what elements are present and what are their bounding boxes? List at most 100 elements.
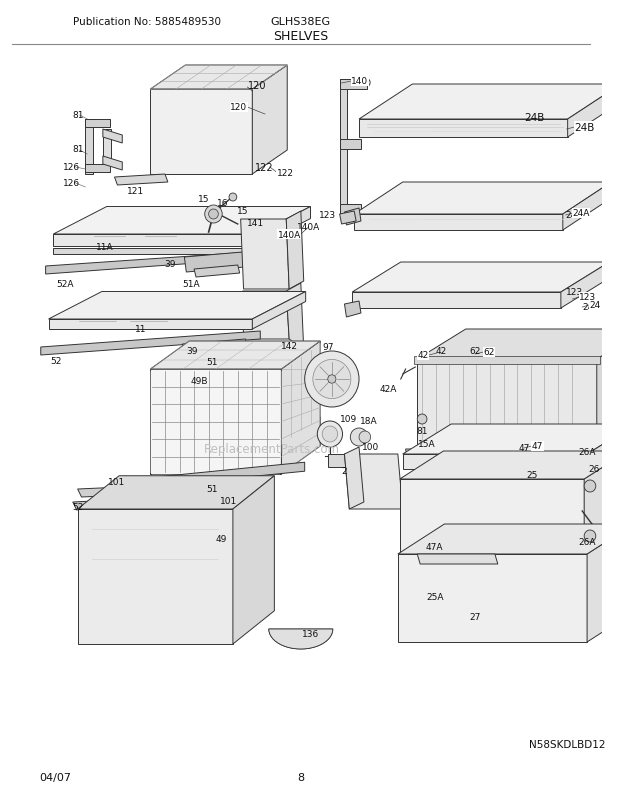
Text: 52: 52 — [50, 357, 62, 366]
Text: SHELVES: SHELVES — [273, 30, 329, 43]
Text: 62: 62 — [483, 348, 495, 357]
Text: 81: 81 — [73, 111, 84, 119]
Polygon shape — [403, 455, 587, 469]
Polygon shape — [587, 525, 620, 642]
Text: 101: 101 — [108, 478, 125, 487]
Polygon shape — [78, 476, 275, 509]
Text: 123: 123 — [579, 294, 596, 302]
Circle shape — [317, 422, 342, 448]
Polygon shape — [352, 293, 561, 309]
Text: 140: 140 — [352, 78, 368, 87]
Text: 120: 120 — [248, 81, 267, 91]
Text: 25A: 25A — [426, 593, 443, 602]
Polygon shape — [103, 130, 110, 164]
Polygon shape — [41, 331, 260, 355]
Polygon shape — [73, 496, 198, 510]
Text: 126: 126 — [63, 178, 80, 187]
Polygon shape — [345, 302, 361, 318]
Polygon shape — [252, 66, 287, 175]
Text: 26A: 26A — [578, 448, 596, 457]
Text: 24B: 24B — [524, 113, 544, 123]
Text: 101: 101 — [220, 497, 237, 506]
Text: GLHS38EG: GLHS38EG — [271, 17, 331, 27]
Text: 42: 42 — [418, 351, 429, 360]
Text: 11: 11 — [135, 325, 146, 334]
Polygon shape — [53, 207, 311, 235]
Text: ReplacementParts.com: ReplacementParts.com — [204, 443, 340, 456]
Polygon shape — [345, 455, 403, 509]
Text: 15A: 15A — [418, 440, 436, 449]
Text: 122: 122 — [277, 168, 293, 177]
Polygon shape — [286, 284, 304, 350]
Circle shape — [304, 351, 359, 407]
Polygon shape — [400, 480, 584, 559]
Polygon shape — [597, 330, 620, 460]
Polygon shape — [345, 448, 364, 509]
Polygon shape — [48, 320, 252, 330]
Polygon shape — [233, 476, 275, 644]
Polygon shape — [269, 630, 333, 649]
Polygon shape — [151, 370, 281, 475]
Polygon shape — [241, 220, 289, 290]
Polygon shape — [414, 455, 600, 463]
Circle shape — [208, 210, 218, 220]
Text: 8: 8 — [297, 772, 304, 782]
Polygon shape — [587, 424, 620, 469]
Text: 15: 15 — [237, 207, 249, 217]
Polygon shape — [340, 205, 361, 215]
Text: 123: 123 — [319, 211, 337, 221]
Polygon shape — [398, 525, 620, 554]
Polygon shape — [340, 80, 347, 215]
Text: 81: 81 — [73, 145, 84, 154]
Polygon shape — [53, 249, 268, 255]
Polygon shape — [417, 554, 498, 565]
Text: 126: 126 — [63, 164, 80, 172]
Polygon shape — [345, 209, 361, 225]
Polygon shape — [184, 253, 244, 273]
Polygon shape — [561, 263, 609, 309]
Text: 140: 140 — [355, 79, 372, 88]
Polygon shape — [417, 359, 597, 460]
Polygon shape — [398, 554, 587, 642]
Text: 142: 142 — [281, 342, 298, 351]
Polygon shape — [182, 339, 247, 358]
Text: 51: 51 — [206, 485, 217, 494]
Text: 51: 51 — [206, 358, 217, 367]
Polygon shape — [286, 212, 304, 290]
Text: Publication No: 5885489530: Publication No: 5885489530 — [73, 17, 221, 27]
Polygon shape — [86, 119, 110, 128]
Text: 51A: 51A — [182, 280, 200, 290]
Circle shape — [359, 431, 371, 444]
Polygon shape — [194, 265, 240, 277]
Polygon shape — [405, 449, 438, 461]
Polygon shape — [414, 357, 600, 365]
Text: 141: 141 — [247, 219, 264, 229]
Text: 52A: 52A — [56, 280, 74, 290]
Polygon shape — [151, 90, 252, 175]
Text: 52: 52 — [73, 503, 84, 512]
Text: 26A: 26A — [578, 538, 596, 547]
Text: 27: 27 — [470, 613, 481, 622]
Text: 97: 97 — [322, 343, 334, 352]
Text: 100: 100 — [362, 443, 379, 452]
Text: 81: 81 — [417, 427, 428, 436]
Polygon shape — [568, 85, 620, 138]
Polygon shape — [48, 292, 306, 320]
Polygon shape — [340, 80, 367, 90]
Text: 121: 121 — [127, 186, 144, 195]
Text: 2: 2 — [342, 467, 347, 476]
Polygon shape — [136, 463, 304, 488]
Polygon shape — [400, 452, 620, 480]
Polygon shape — [359, 119, 568, 138]
Circle shape — [322, 427, 338, 443]
Text: 47: 47 — [532, 442, 543, 451]
Text: 109: 109 — [340, 415, 357, 424]
Text: 47A: 47A — [426, 543, 443, 552]
Polygon shape — [46, 252, 265, 274]
Circle shape — [313, 360, 351, 399]
Text: 11A: 11A — [96, 243, 113, 252]
Polygon shape — [584, 452, 620, 559]
Text: 49B: 49B — [190, 377, 208, 386]
Polygon shape — [403, 424, 620, 455]
Polygon shape — [115, 175, 168, 186]
